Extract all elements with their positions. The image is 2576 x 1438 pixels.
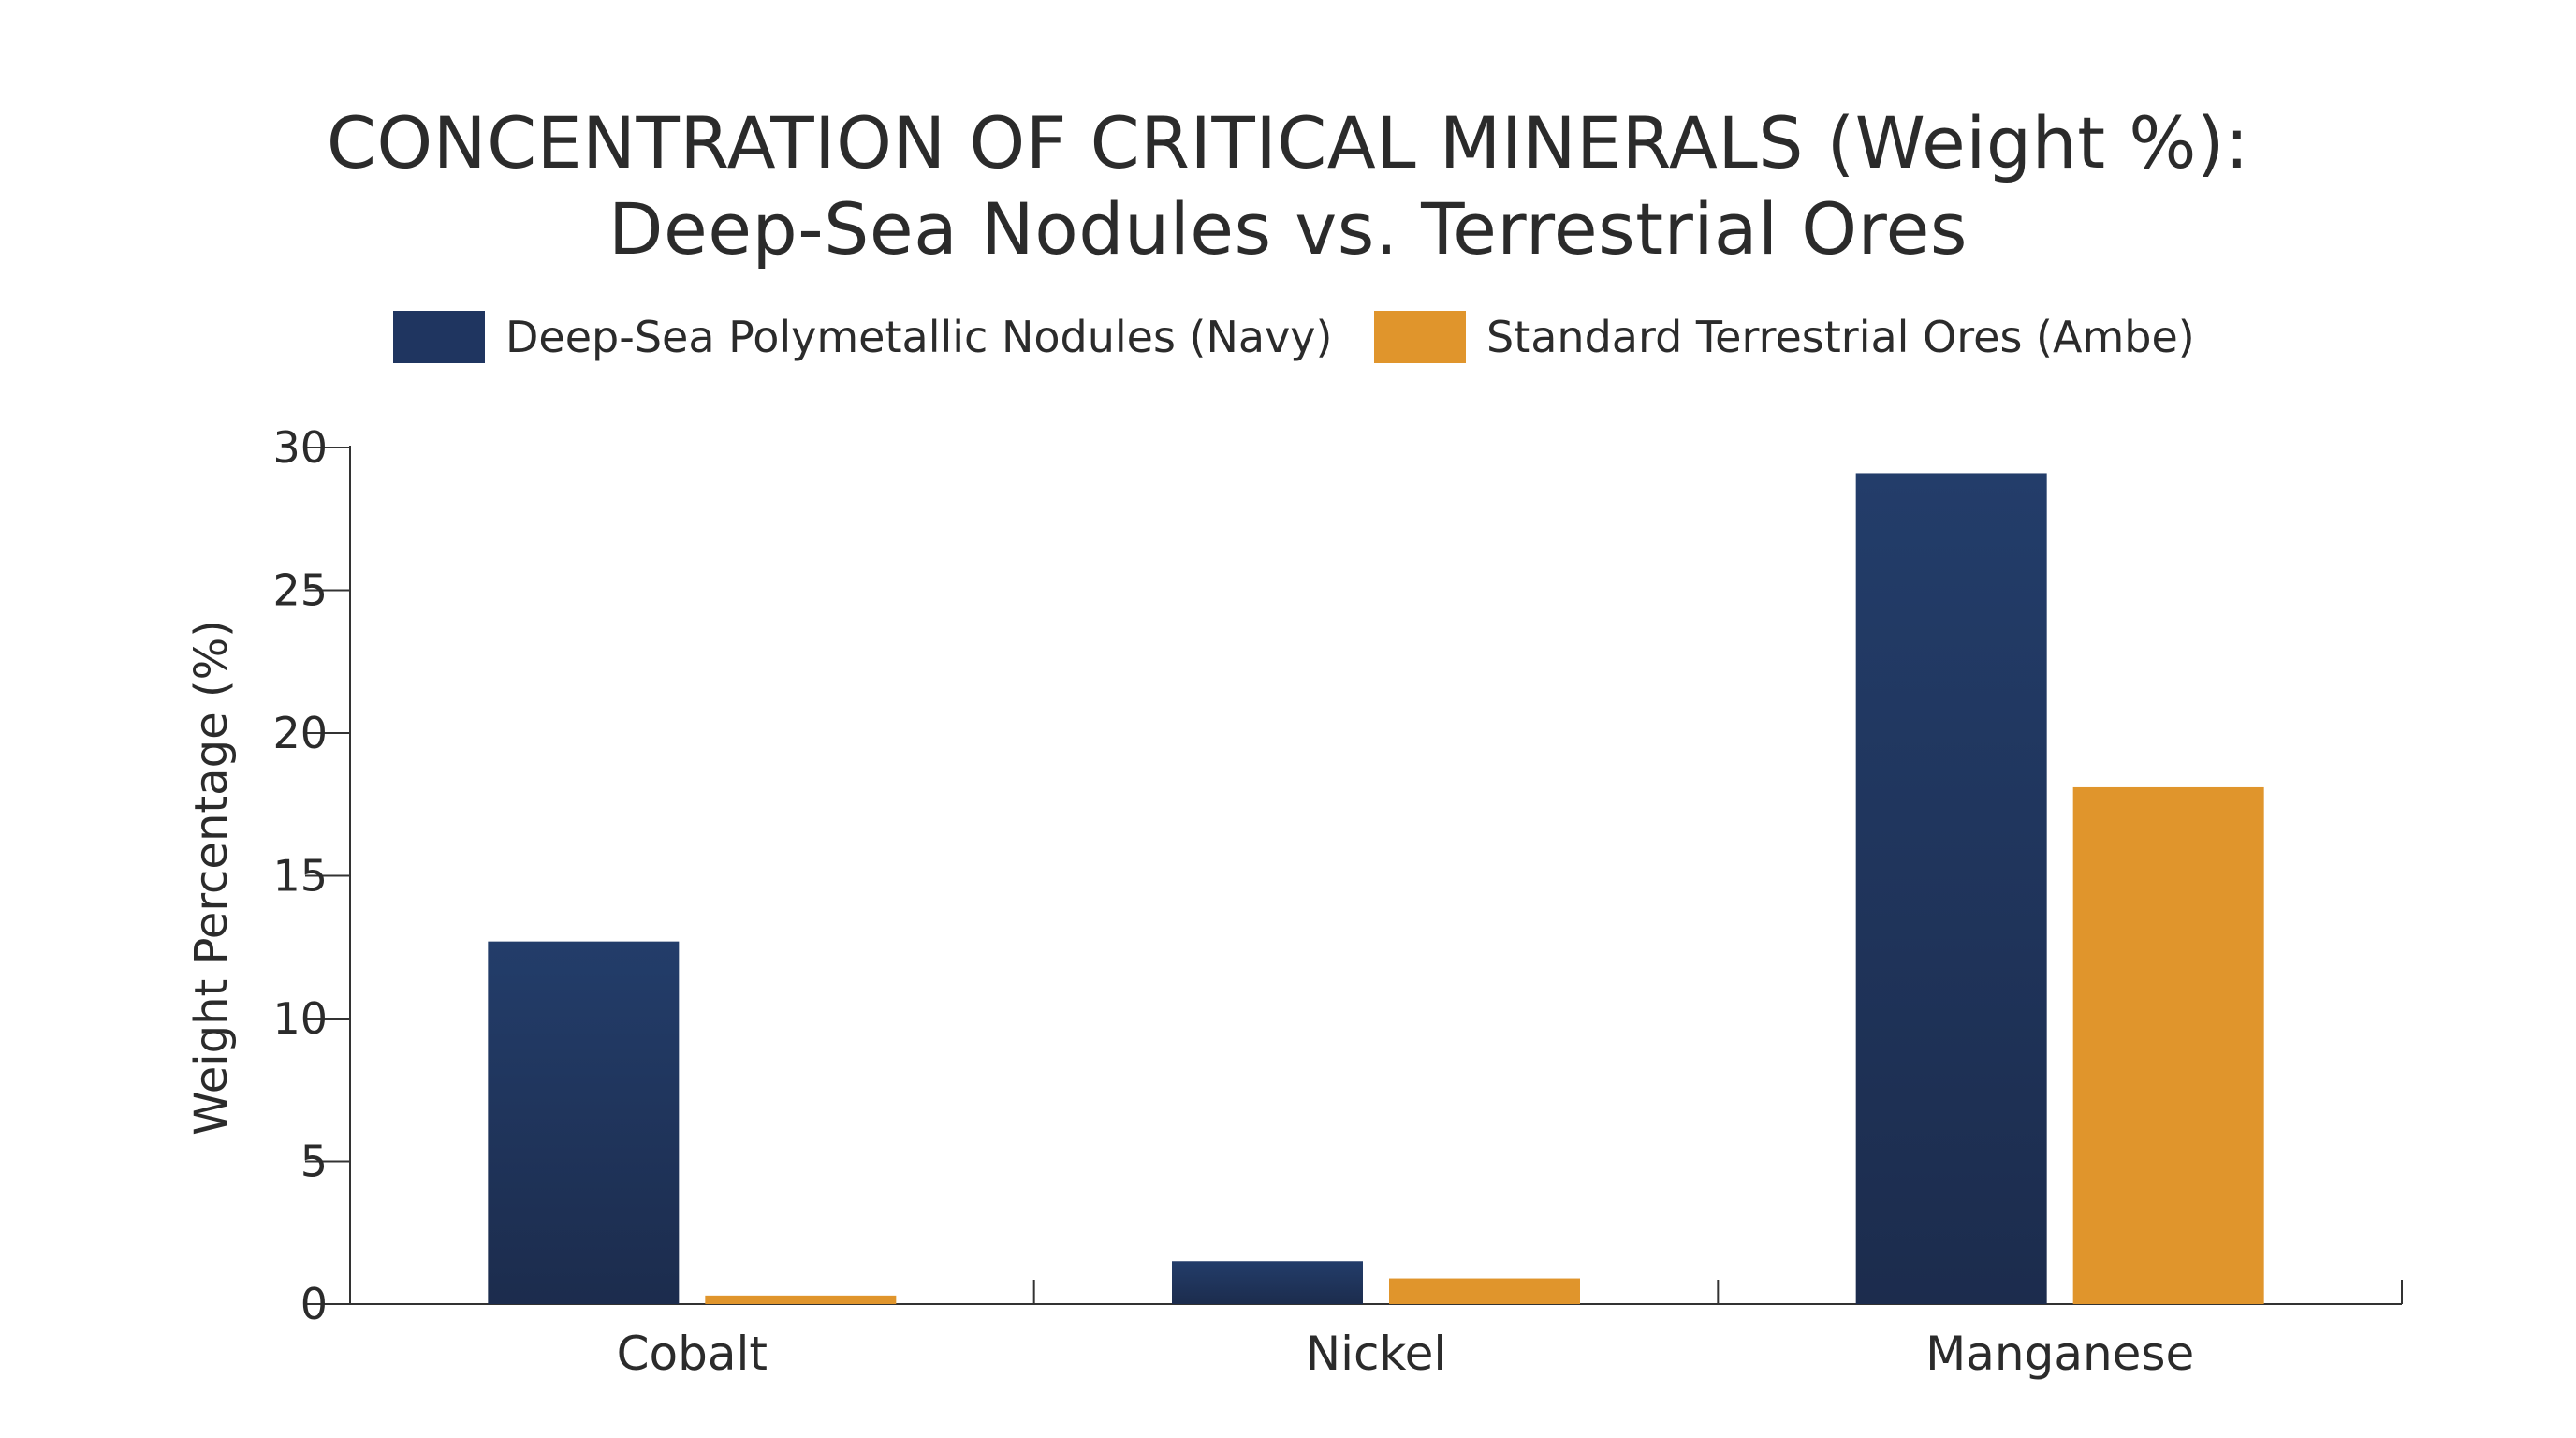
legend: Deep-Sea Polymetallic Nodules (Navy) Sta…	[0, 307, 2576, 367]
x-category-label: Cobalt	[617, 1327, 768, 1381]
bar-manganese-series-1	[2072, 786, 2264, 1304]
y-tick-label: 25	[272, 565, 328, 616]
x-category-label: Manganese	[1925, 1327, 2194, 1381]
bar-manganese-series-0	[1855, 473, 2047, 1304]
y-tick-label: 15	[272, 851, 328, 902]
legend-item-terrestrial: Standard Terrestrial Ores (Ambe)	[1374, 307, 2195, 367]
chart-title: CONCENTRATION OF CRITICAL MINERALS (Weig…	[326, 101, 2250, 184]
bars	[488, 473, 2264, 1304]
bar-cobalt-series-1	[705, 1295, 897, 1304]
bar-nickel-series-1	[1389, 1278, 1580, 1304]
y-axis-label: Weight Percentage (%)	[185, 620, 238, 1136]
y-tick-label: 20	[272, 708, 328, 758]
legend-item-nodules: Deep-Sea Polymetallic Nodules (Navy)	[393, 307, 1332, 367]
bar-nickel-series-0	[1172, 1261, 1363, 1304]
y-tick-label: 30	[272, 422, 328, 473]
y-tick-label: 0	[300, 1279, 328, 1329]
y-tick-label: 5	[300, 1137, 328, 1187]
labels: 0 5 10 15 20 25 30 Cobalt Nickel Manganese Weight …	[185, 422, 2194, 1381]
legend-label-terrestrial: Standard Terrestrial Ores (Ambe)	[1486, 312, 2195, 362]
legend-swatch-nodules	[393, 311, 485, 363]
axes	[305, 446, 2403, 1305]
x-category-label: Nickel	[1306, 1327, 1447, 1381]
chart-subtitle: Deep-Sea Nodules vs. Terrestrial Ores	[607, 187, 1969, 271]
bar-cobalt-series-0	[488, 941, 680, 1304]
legend-swatch-terrestrial	[1374, 311, 1466, 363]
y-tick-label: 10	[272, 993, 328, 1044]
legend-label-nodules: Deep-Sea Polymetallic Nodules (Navy)	[505, 312, 1333, 362]
